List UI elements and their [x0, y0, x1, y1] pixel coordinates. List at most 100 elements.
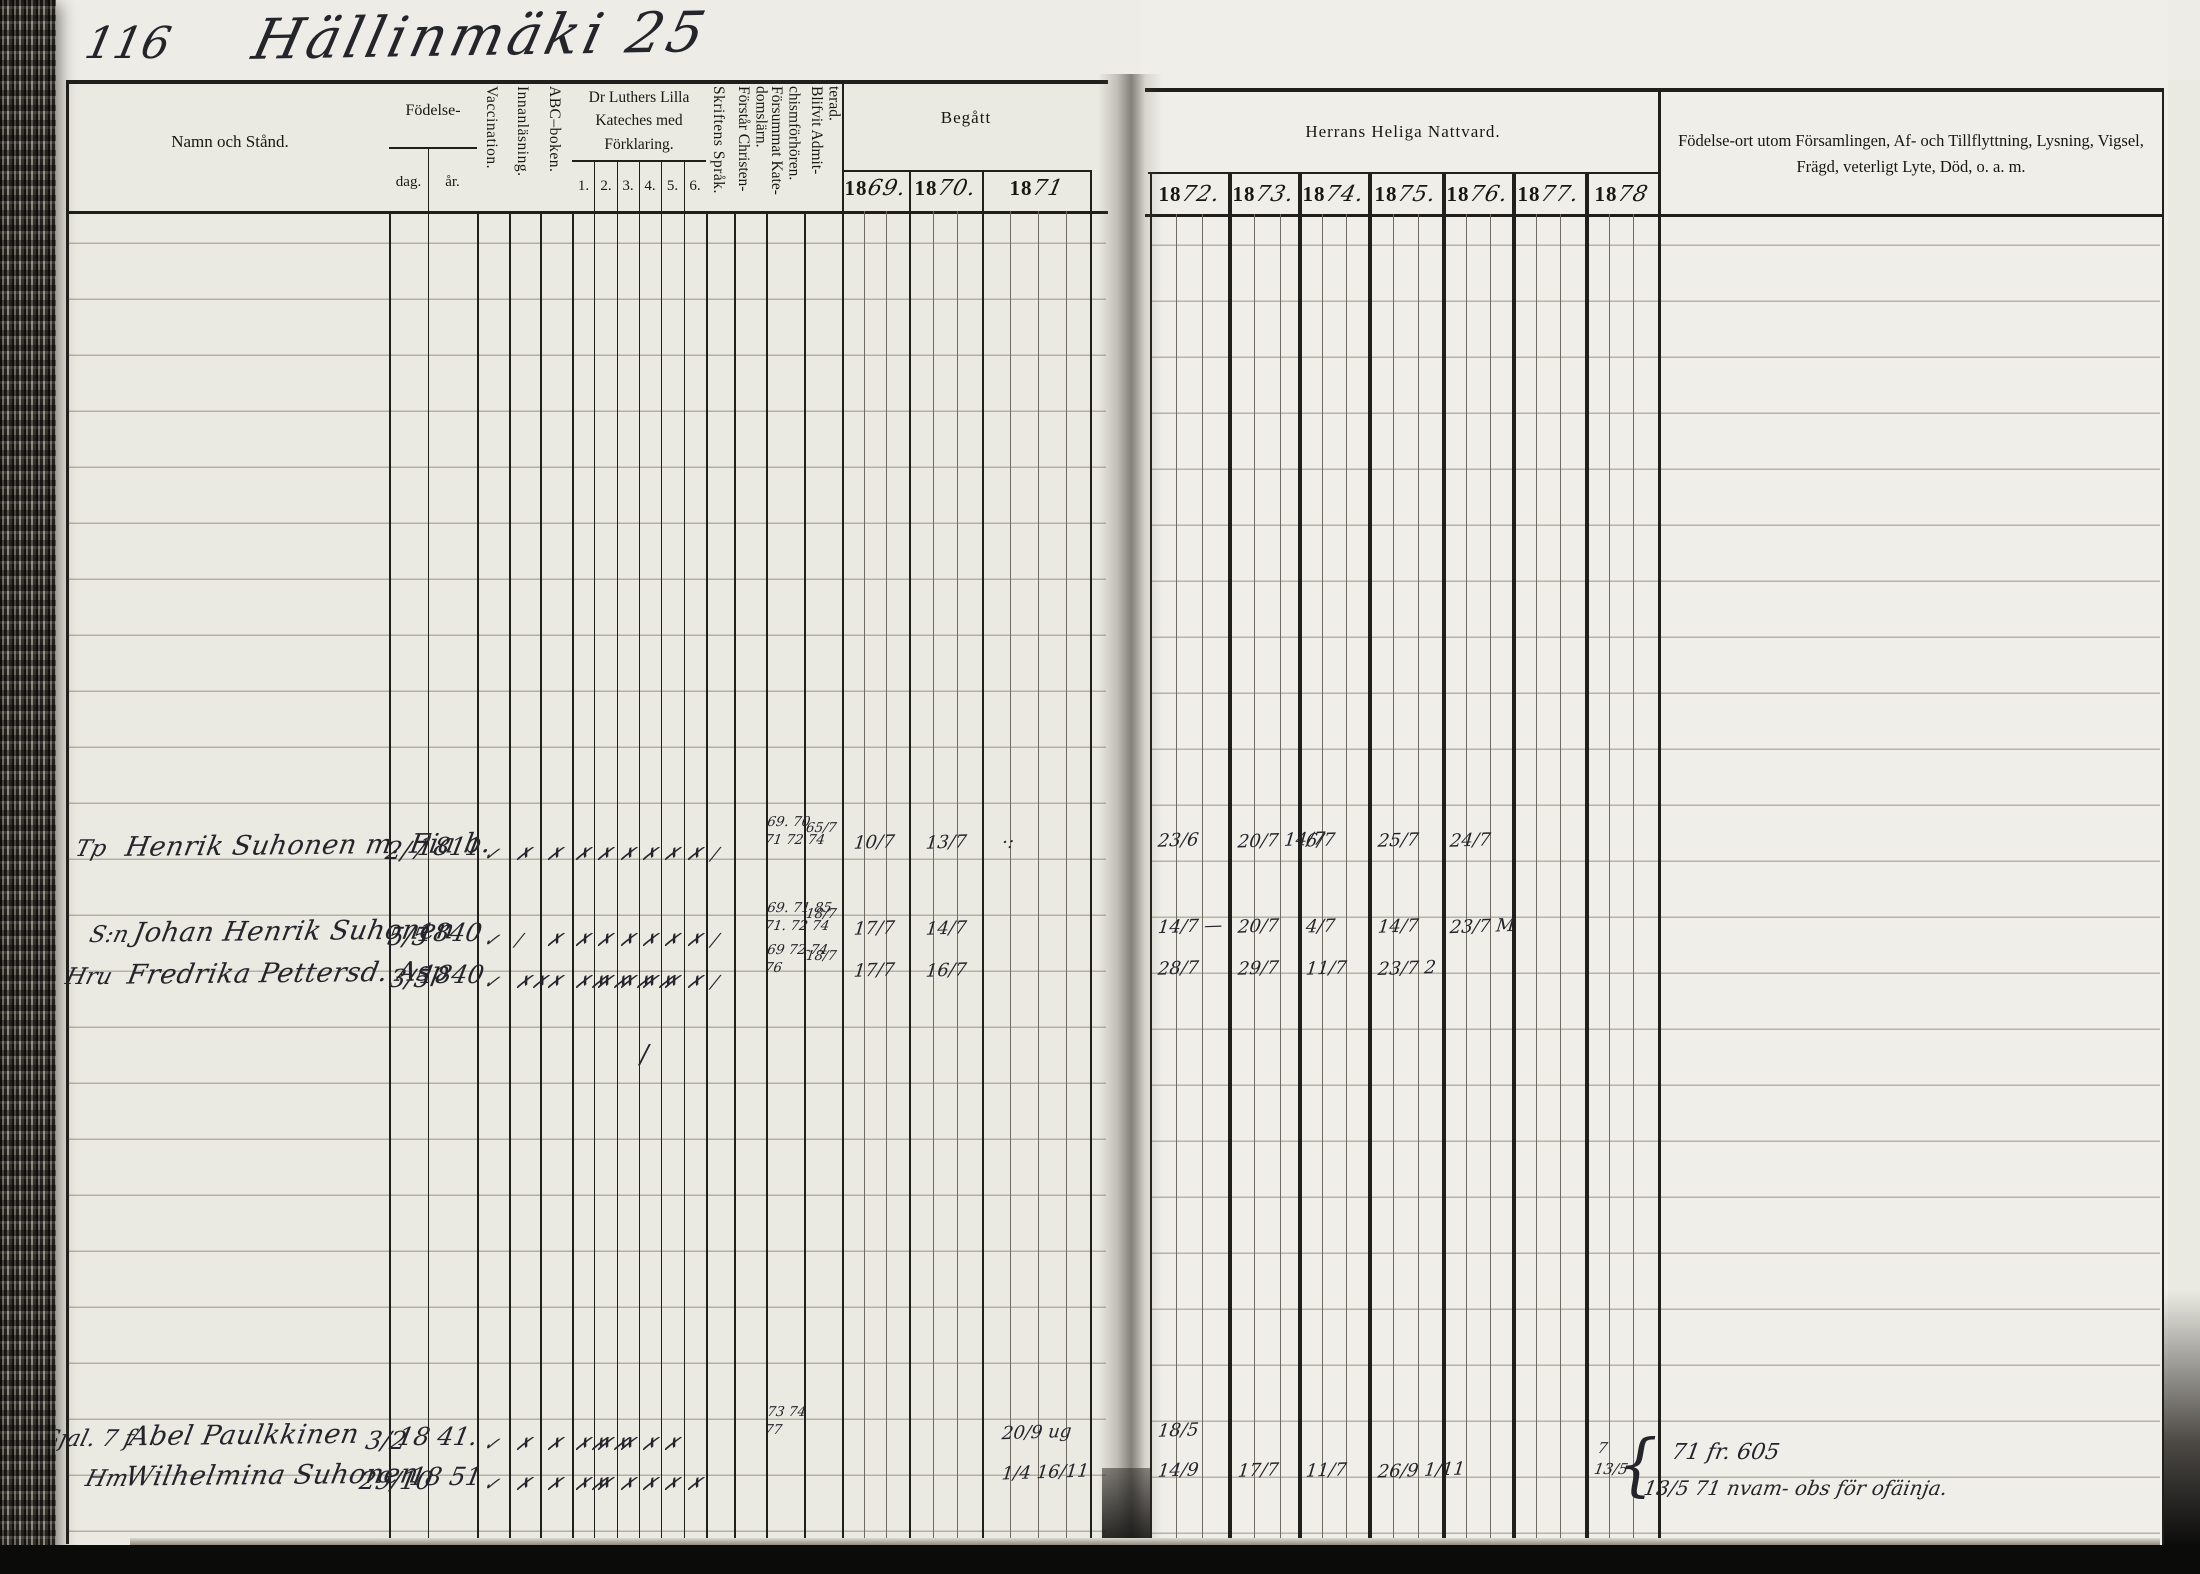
- grid-line: [1466, 214, 1467, 1546]
- year-1869: 1869.: [840, 176, 910, 201]
- year-handwritten: 70.: [934, 176, 979, 201]
- communion-date: 23/7 2: [1376, 957, 1437, 980]
- grid-line: [1202, 214, 1203, 1546]
- communion-date: 13/7: [924, 831, 968, 854]
- grid-line: [540, 211, 542, 1543]
- grid-line: [1490, 214, 1491, 1546]
- header-namn: Namn och Stånd.: [171, 132, 289, 151]
- communion-date: 24/7: [1448, 829, 1492, 852]
- communion-date: 18/5: [1156, 1419, 1200, 1442]
- header-begatt: Begått: [940, 108, 992, 127]
- book-fold: [1098, 74, 1162, 1546]
- communion-date: 25/7: [1376, 829, 1420, 852]
- stray-slash-mark: ∕: [640, 1040, 649, 1070]
- photo-black-margin: [0, 1545, 2200, 1574]
- page-number: 116: [80, 18, 176, 69]
- birth-year: 1840: [415, 918, 485, 947]
- communion-date: 11/7: [1304, 957, 1348, 980]
- grid-line: [1442, 172, 1446, 1546]
- header-kateches-6: 6.: [689, 178, 701, 194]
- header-forsummat: Försummat Kate- chismförhören.: [767, 86, 803, 195]
- communion-date: 14/9: [1156, 1459, 1200, 1482]
- grid-line: [66, 80, 1108, 84]
- communion-date: 17/7: [1236, 1459, 1280, 1482]
- grid-line: [594, 160, 596, 1543]
- header-innanlasning: Innanläsning.: [514, 86, 531, 177]
- grid-line: [661, 160, 663, 1543]
- birth-year: 18 51: [407, 1462, 485, 1491]
- header-abc-boken: ABC–boken.: [546, 86, 563, 173]
- grid-line: [1066, 211, 1067, 1543]
- grid-line: [804, 211, 806, 1543]
- header-blifvit: Blifvit Admit- terad.: [807, 86, 843, 175]
- grid-line: [1090, 170, 1092, 1543]
- year-handwritten: 75.: [1394, 182, 1439, 207]
- year-1872: 1872.: [1154, 182, 1224, 207]
- grid-line: [66, 211, 1108, 214]
- ruled-lines-right-page: [1152, 190, 2160, 1542]
- year-printed: 18: [1009, 176, 1033, 200]
- year-printed: 18: [1232, 182, 1256, 206]
- communion-date: 14/7 —: [1156, 914, 1224, 939]
- grid-line: [1393, 214, 1394, 1546]
- header-forstar: Förstår Christen- domslärn.: [734, 86, 770, 192]
- admitted-date: 18/7: [804, 906, 838, 922]
- grid-line: [1228, 172, 1232, 1546]
- communion-date: 4/7: [1304, 915, 1337, 938]
- year-handwritten: 78: [1614, 182, 1651, 207]
- grid-line: [1176, 214, 1177, 1546]
- communion-date: 26/9 1/11: [1376, 1458, 1466, 1483]
- year-handwritten: 74.: [1322, 182, 1367, 207]
- year-1876: 1876.: [1442, 182, 1512, 207]
- paper-right-page: [1140, 0, 2168, 1546]
- year-1877: 1877.: [1513, 182, 1583, 207]
- grid-line: [1368, 172, 1372, 1546]
- year-printed: 18: [1302, 182, 1326, 206]
- communion-date: 20/9 ug: [1000, 1420, 1073, 1445]
- year-1875: 1875.: [1370, 182, 1440, 207]
- grid-line: [1536, 214, 1537, 1546]
- header-skriftens-sprak: Skriftens Språk.: [710, 86, 727, 194]
- year-printed: 18: [1446, 182, 1470, 206]
- forsummat-years: 73 74 77: [763, 1404, 808, 1438]
- communion-date: 14/7: [1376, 915, 1420, 938]
- grid-line: [1280, 214, 1281, 1546]
- grid-line: [1145, 88, 2162, 92]
- header-fodelse: Födelse-: [405, 102, 461, 119]
- year-1878: 1878: [1586, 182, 1656, 207]
- grid-line: [389, 211, 391, 1543]
- header-kateches-2: 2.: [600, 178, 612, 194]
- year-handwritten: 77.: [1537, 182, 1582, 207]
- year-handwritten: 73.: [1252, 182, 1297, 207]
- grid-line: [1322, 214, 1323, 1546]
- header-kateches-3: 3.: [622, 178, 634, 194]
- year-1871: 1871: [1001, 176, 1071, 201]
- communion-date: 17/7: [852, 959, 896, 982]
- grid-line: [428, 147, 430, 1543]
- grid-line: [886, 211, 887, 1543]
- birth-year: 1840: [417, 960, 487, 989]
- admitted-date: 18/7: [804, 948, 838, 964]
- communion-date: 23/6: [1156, 829, 1200, 852]
- grid-line: [1298, 172, 1302, 1546]
- header-vaccination: Vaccination.: [483, 86, 500, 170]
- grid-line: [1346, 214, 1347, 1546]
- grid-line: [933, 211, 934, 1543]
- grid-line: [734, 211, 736, 1543]
- note-line-1: 71 fr. 605: [1669, 1440, 1782, 1465]
- header-kateches-5: 5.: [666, 178, 679, 194]
- header-ar: år.: [445, 174, 460, 190]
- header-dag: dag.: [395, 174, 422, 190]
- communion-date: 16/7: [924, 959, 968, 982]
- communion-date: 23/7 M: [1448, 914, 1516, 939]
- communion-date: 14/7: [924, 917, 968, 940]
- year-printed: 18: [1374, 182, 1398, 206]
- year-handwritten: 71: [1029, 176, 1066, 201]
- record-prefix: Hru: [62, 964, 116, 990]
- grid-line: [66, 80, 69, 1544]
- communion-date: ·:: [1000, 831, 1015, 854]
- page-bottom-edge: [130, 1538, 2160, 1545]
- grid-line: [1038, 211, 1039, 1543]
- grid-line: [572, 211, 574, 1543]
